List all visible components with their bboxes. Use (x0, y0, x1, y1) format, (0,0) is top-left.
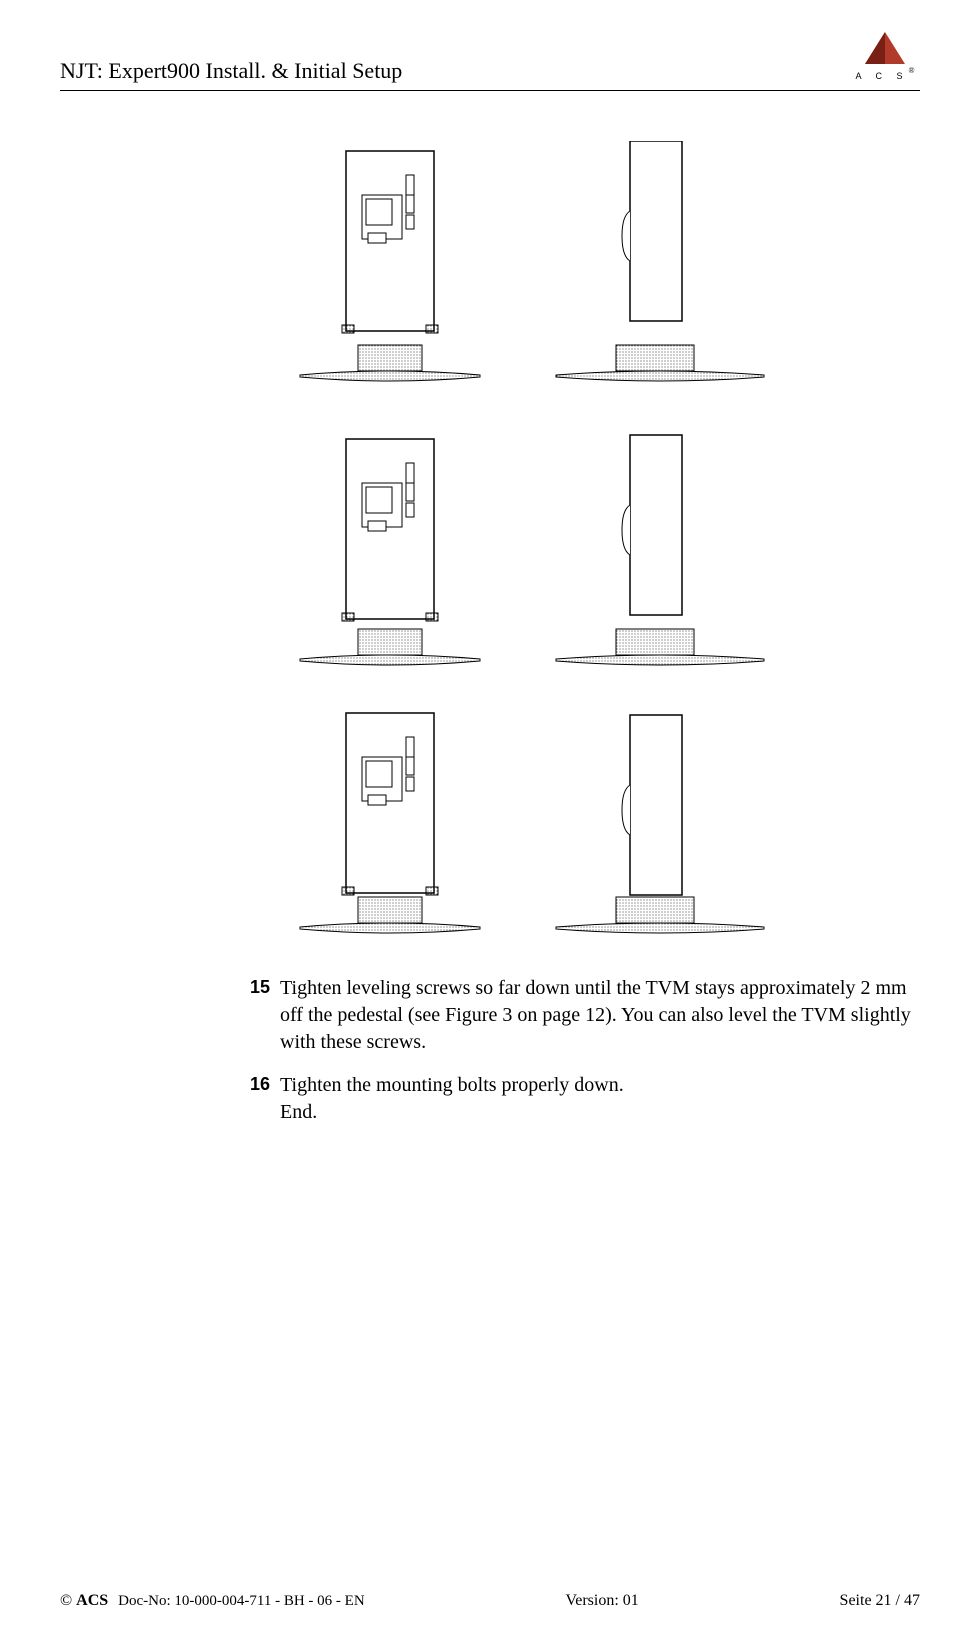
footer-left: © ACS Doc-No: 10-000-004-711 - BH - 06 -… (60, 1592, 365, 1610)
figure-row-1 (290, 141, 920, 401)
footer-page: Seite 21 / 47 (840, 1592, 920, 1610)
tvm-side-2 (550, 429, 770, 679)
header-rule (60, 90, 920, 91)
header-title: NJT: Expert900 Install. & Initial Setup (60, 58, 402, 84)
step-15: 15 Tighten leveling screws so far down u… (250, 975, 920, 1056)
tvm-side-1 (550, 141, 770, 401)
tvm-front-2 (290, 429, 490, 679)
footer-version: Version: 01 (565, 1592, 638, 1610)
footer: © ACS Doc-No: 10-000-004-711 - BH - 06 -… (60, 1592, 920, 1610)
step-text: Tighten leveling screws so far down unti… (280, 975, 920, 1056)
figure-row-2 (290, 429, 920, 679)
step-16: 16 Tighten the mounting bolts properly d… (250, 1072, 920, 1126)
step-text: Tighten the mounting bolts properly down… (280, 1072, 624, 1126)
tvm-front-3 (290, 707, 490, 947)
header: NJT: Expert900 Install. & Initial Setup … (60, 30, 920, 84)
step-number: 15 (250, 975, 280, 1056)
figure-row-3 (290, 707, 920, 947)
logo-text: A C S® (855, 66, 914, 84)
step-number: 16 (250, 1072, 280, 1126)
tvm-side-3 (550, 707, 770, 947)
page: NJT: Expert900 Install. & Initial Setup … (0, 0, 980, 1640)
copyright-symbol: © (60, 1592, 72, 1609)
logo: A C S® (850, 30, 920, 84)
steps-list: 15 Tighten leveling screws so far down u… (250, 975, 920, 1126)
tvm-front-1 (290, 141, 490, 401)
logo-icon (855, 30, 915, 66)
footer-docno: Doc-No: 10-000-004-711 - BH - 06 - EN (118, 1593, 364, 1609)
footer-brand: ACS (76, 1592, 108, 1609)
figure-area (290, 141, 920, 947)
logo-letters: A C S (855, 71, 908, 81)
logo-reg: ® (908, 66, 914, 75)
